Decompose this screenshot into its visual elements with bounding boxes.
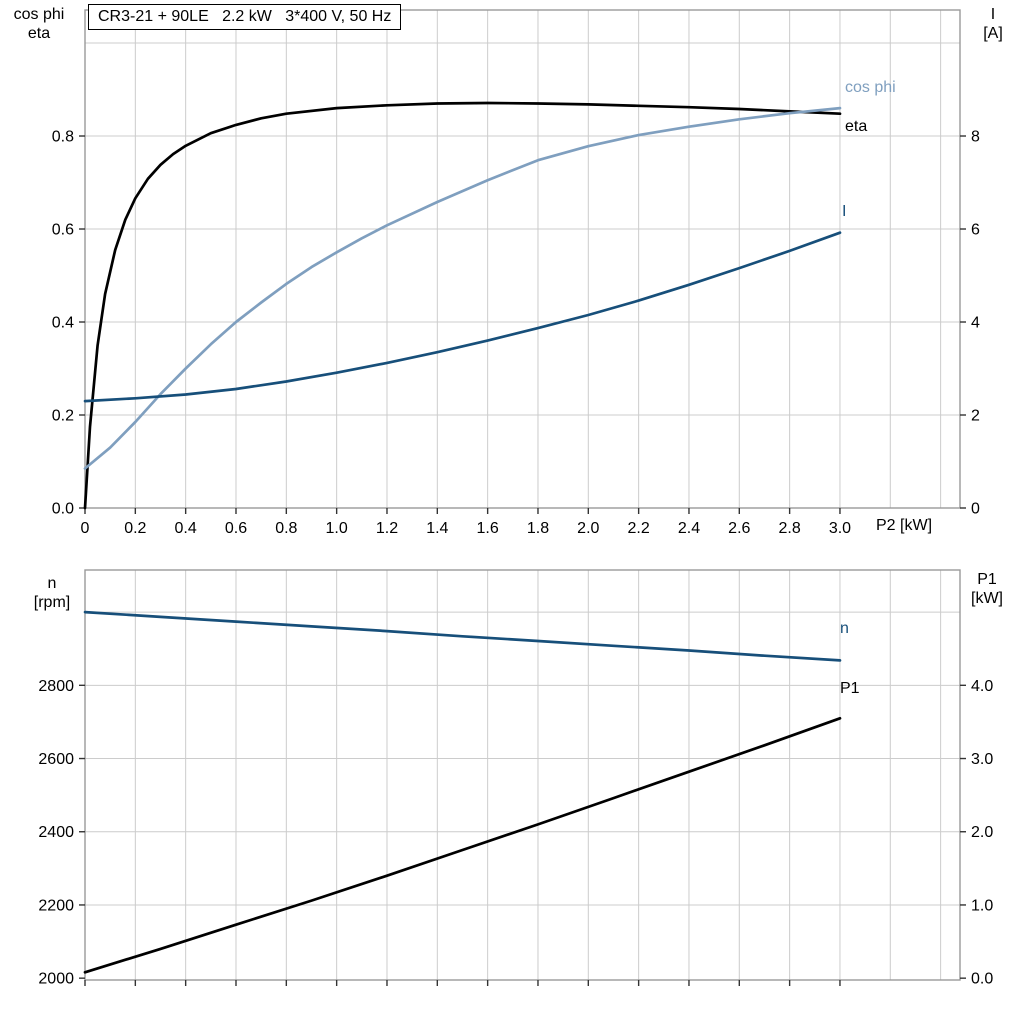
eta-axis-label: eta xyxy=(27,25,51,42)
y-tick-label-right: 4 xyxy=(971,315,980,332)
curve-label-p1: P1 xyxy=(840,680,860,697)
chart-1: 2000 2200 2400 2600 2800 0.0 1.0 2.0 3.0 4.0 xyxy=(38,569,993,988)
curve-label-eta: eta xyxy=(845,118,868,135)
plot-frame xyxy=(84,569,961,981)
x-tick-label: 0.6 xyxy=(225,520,247,537)
bottom-left-axis-title: n [rpm] xyxy=(24,574,80,612)
curve-current xyxy=(83,231,842,403)
y-tick-label-left: 0.8 xyxy=(52,129,74,146)
cos-phi-axis-label: cos phi xyxy=(13,6,65,23)
x-tick-label: 2.0 xyxy=(577,520,599,537)
y-tick-label-left: 0.4 xyxy=(52,315,74,332)
x-tick-label: 1.4 xyxy=(426,520,448,537)
y-tick-label-right: 4.0 xyxy=(971,678,993,695)
y-tick-label-right: 8 xyxy=(971,129,980,146)
x-tick-label: 1.8 xyxy=(527,520,549,537)
y-tick-label-left: 0.6 xyxy=(52,222,74,239)
bottom-right-axis-title: P1 [kW] xyxy=(958,570,1016,608)
y-tick-label-right: 1.0 xyxy=(971,897,993,914)
y-tick-label-left: 2000 xyxy=(38,971,74,988)
x-tick-label: 1.2 xyxy=(376,520,398,537)
y-tick-label-right: 0.0 xyxy=(971,971,993,988)
curve-p1 xyxy=(83,716,842,974)
x-tick-label: 0.4 xyxy=(175,520,197,537)
y-tick-label-left: 0.2 xyxy=(52,408,74,425)
y-tick-label-right: 0 xyxy=(971,501,980,518)
curve-cos_phi xyxy=(83,106,842,470)
chart-title-box: CR3-21 + 90LE 2.2 kW 3*400 V, 50 Hz xyxy=(88,4,402,30)
top-right-axis-title: I [A] xyxy=(970,5,1016,43)
x-tick-label: 2.6 xyxy=(728,520,750,537)
curve-speed xyxy=(83,610,842,662)
x-tick-label: 1.0 xyxy=(326,520,348,537)
y-tick-label-left: 2800 xyxy=(38,678,74,695)
x-tick-label: 2.2 xyxy=(628,520,650,537)
curve-label-current: I xyxy=(842,203,847,220)
curve-eta xyxy=(83,101,842,510)
speed-axis-label: n xyxy=(47,575,57,592)
x-tick-label: 3.0 xyxy=(829,520,851,537)
y-tick-label-right: 3.0 xyxy=(971,751,993,768)
y-tick-label-right: 6 xyxy=(971,222,980,239)
y-tick-label-left: 2600 xyxy=(38,751,74,768)
y-tick-label-right: 2.0 xyxy=(971,824,993,841)
chart-0: 0.0 0.2 0.4 0.6 0.8 0 2 4 6 8 0 0.2 0.4 0.6 0.8 1.0 1.2 1… xyxy=(52,9,980,537)
x-tick-label: 1.6 xyxy=(477,520,499,537)
current-axis-label: I xyxy=(990,6,996,23)
x-axis-label: P2 [kW] xyxy=(876,517,933,534)
x-tick-label: 0.2 xyxy=(124,520,146,537)
top-left-axis-title: cos phi eta xyxy=(4,5,74,43)
p1-unit-label: [kW] xyxy=(971,590,1003,607)
curve-label-cos-phi: cos phi xyxy=(845,79,896,96)
x-tick-label: 2.4 xyxy=(678,520,700,537)
y-tick-label-left: 2200 xyxy=(38,897,74,914)
x-tick-label: 0.8 xyxy=(275,520,297,537)
x-tick-label: 0 xyxy=(81,520,90,537)
y-tick-label-right: 2 xyxy=(971,408,980,425)
x-tick-label: 2.8 xyxy=(779,520,801,537)
curve-label-speed: n xyxy=(840,620,849,637)
p1-axis-label: P1 xyxy=(977,571,997,588)
speed-unit-label: [rpm] xyxy=(33,594,71,611)
y-tick-label-left: 0.0 xyxy=(52,501,74,518)
y-tick-label-left: 2400 xyxy=(38,824,74,841)
plot-frame xyxy=(84,9,961,509)
current-unit-label: [A] xyxy=(983,25,1003,42)
